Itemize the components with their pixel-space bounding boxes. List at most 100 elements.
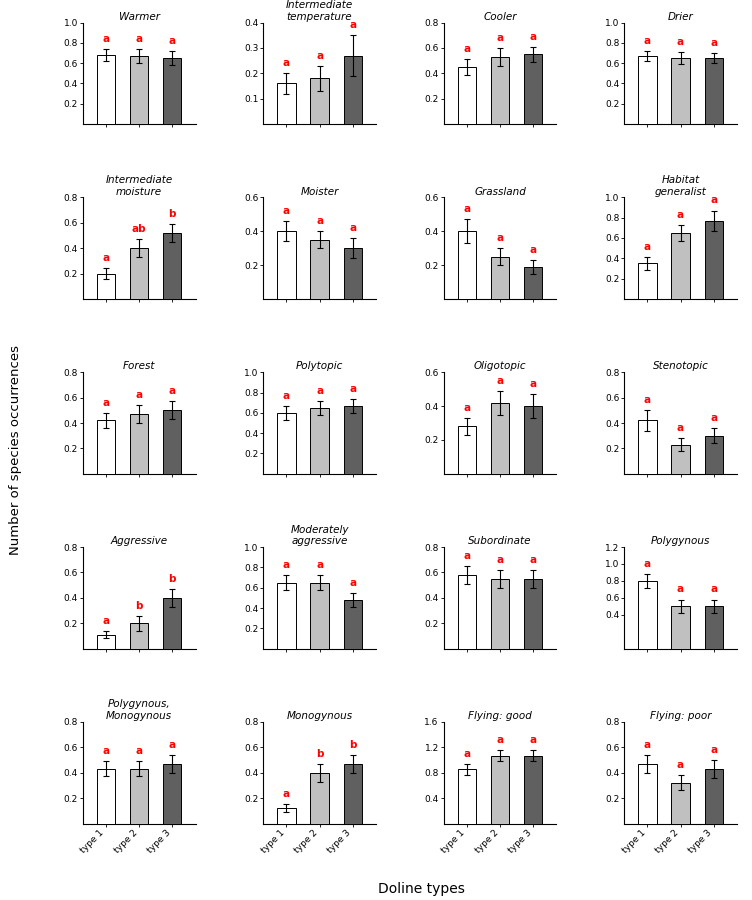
Bar (458, 575, 476, 649)
Text: a: a (283, 391, 290, 401)
Bar (491, 579, 509, 649)
Bar (130, 769, 148, 824)
Text: a: a (644, 242, 651, 252)
Bar (491, 57, 509, 124)
Bar (311, 773, 329, 824)
Bar (491, 402, 509, 473)
Text: a: a (349, 578, 356, 588)
Text: a: a (463, 44, 471, 54)
Title: Flying: poor: Flying: poor (650, 711, 711, 721)
Bar (524, 579, 542, 649)
Bar (491, 256, 509, 299)
Bar (705, 220, 723, 299)
Text: a: a (496, 233, 504, 243)
Text: a: a (283, 561, 290, 571)
Bar (277, 582, 296, 649)
Bar (97, 420, 115, 473)
Bar (311, 78, 329, 124)
Title: Moister: Moister (300, 186, 339, 196)
Bar (97, 634, 115, 649)
Bar (163, 58, 181, 124)
Text: a: a (710, 413, 717, 423)
Text: a: a (168, 740, 176, 750)
Bar (277, 808, 296, 824)
Text: a: a (529, 32, 537, 41)
Bar (672, 607, 690, 649)
Bar (672, 783, 690, 824)
Text: a: a (529, 554, 537, 565)
Bar (344, 600, 362, 649)
Title: Flying: good: Flying: good (468, 711, 532, 721)
Bar (130, 56, 148, 124)
Bar (311, 239, 329, 299)
Title: Warmer: Warmer (119, 12, 159, 22)
Bar (277, 231, 296, 299)
Text: b: b (316, 749, 323, 759)
Bar (344, 406, 362, 473)
Text: a: a (710, 745, 717, 755)
Title: Moderately
aggressive: Moderately aggressive (290, 525, 349, 546)
Bar (97, 55, 115, 124)
Text: a: a (168, 386, 176, 396)
Bar (638, 56, 656, 124)
Bar (524, 406, 542, 473)
Bar (705, 769, 723, 824)
Bar (638, 420, 656, 473)
Bar (458, 770, 476, 824)
Bar (163, 410, 181, 473)
Text: b: b (349, 740, 356, 750)
Text: a: a (710, 195, 717, 205)
Bar (277, 84, 296, 124)
Text: a: a (102, 616, 110, 625)
Bar (97, 274, 115, 299)
Text: a: a (168, 36, 176, 46)
Text: ab: ab (132, 224, 147, 234)
Text: a: a (463, 750, 471, 760)
Bar (705, 58, 723, 124)
Title: Stenotopic: Stenotopic (653, 362, 708, 372)
Text: Doline types: Doline types (378, 881, 465, 896)
Text: a: a (529, 245, 537, 255)
Bar (705, 607, 723, 649)
Title: Polygynous: Polygynous (651, 536, 710, 546)
Bar (277, 413, 296, 473)
Bar (524, 755, 542, 824)
Title: Polygynous,
Monogynous: Polygynous, Monogynous (106, 699, 172, 721)
Bar (638, 580, 656, 649)
Text: a: a (349, 20, 356, 30)
Bar (311, 408, 329, 473)
Text: a: a (316, 561, 323, 571)
Text: a: a (644, 36, 651, 46)
Text: a: a (677, 423, 684, 433)
Text: a: a (135, 34, 143, 44)
Text: a: a (463, 204, 471, 214)
Title: Oligotopic: Oligotopic (474, 362, 526, 372)
Text: a: a (283, 789, 290, 799)
Bar (344, 56, 362, 124)
Title: Intermediate
temperature: Intermediate temperature (286, 0, 353, 22)
Text: a: a (710, 38, 717, 48)
Bar (130, 623, 148, 649)
Text: a: a (677, 210, 684, 220)
Title: Polytopic: Polytopic (296, 362, 343, 372)
Text: a: a (529, 379, 537, 389)
Title: Grassland: Grassland (475, 186, 526, 196)
Title: Cooler: Cooler (484, 12, 517, 22)
Bar (163, 233, 181, 299)
Title: Subordinate: Subordinate (468, 536, 532, 546)
Text: a: a (316, 216, 323, 226)
Text: a: a (135, 746, 143, 756)
Bar (458, 427, 476, 473)
Bar (672, 233, 690, 299)
Text: a: a (496, 375, 504, 386)
Text: Number of species occurrences: Number of species occurrences (8, 345, 22, 555)
Text: a: a (316, 385, 323, 396)
Text: b: b (135, 600, 143, 610)
Text: a: a (463, 403, 471, 413)
Text: a: a (316, 50, 323, 60)
Text: a: a (496, 32, 504, 43)
Text: a: a (710, 584, 717, 594)
Title: Drier: Drier (668, 12, 693, 22)
Bar (163, 598, 181, 649)
Bar (638, 764, 656, 824)
